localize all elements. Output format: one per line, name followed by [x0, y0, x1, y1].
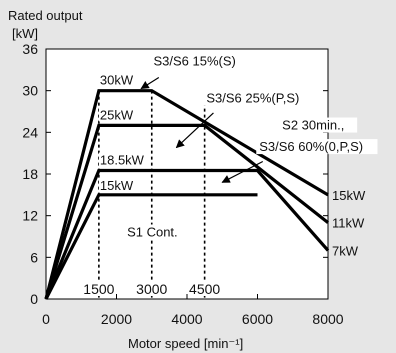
x-tick-label-0: 0 [42, 311, 50, 327]
y-tick-label-4: 24 [22, 124, 38, 140]
series-name-3: 15kW [100, 178, 134, 193]
series-lines: 30kW 15kW 25kW 11kW 18.5kW 7kW 15kW [44, 72, 366, 300]
series-name-1: 25kW [100, 107, 134, 122]
annotation-bg-4 [124, 224, 188, 240]
y-tick-label-2: 12 [22, 208, 38, 224]
series-name-0: 30kW [100, 73, 134, 88]
annotation-arrow-0 [140, 76, 160, 90]
vertical-label-1: 3000 [136, 281, 167, 297]
series-line-3 [44, 193, 258, 300]
y-tick-label-6: 36 [22, 41, 38, 57]
annotation-text-1: S3/S6 25%(P,S) [206, 90, 299, 105]
series-line-0 [44, 89, 329, 300]
annotation-text-4: S1 Cont. [127, 225, 178, 240]
annotation-text-3: S3/S6 60%(0,P,S) [259, 139, 363, 154]
vertical-label-2: 4500 [189, 281, 220, 297]
series-line-2 [44, 168, 330, 300]
y-tick-label-3: 18 [22, 166, 38, 182]
annotation-arrow-3 [221, 160, 264, 183]
x-tick-label-3: 6000 [242, 311, 273, 327]
series-end-label-0: 15kW [332, 188, 366, 203]
vertical-label-bg-1 [133, 281, 170, 296]
axis-ticks: 0 6 12 18 24 30 36 0 2000 4000 6000 8000 [22, 41, 343, 327]
annotation-bg-3 [256, 139, 378, 155]
annotation-bg-2 [279, 117, 358, 133]
vertical-label-0: 1500 [83, 281, 114, 297]
vertical-label-bg-0 [80, 281, 117, 296]
series-end-label-1: 11kW [332, 216, 365, 231]
y-tick-label-1: 6 [30, 249, 38, 265]
plot-area [45, 48, 329, 300]
series-name-bg-3 [98, 177, 133, 192]
annotation-bg-0 [150, 53, 243, 69]
x-tick-label-2: 4000 [171, 311, 202, 327]
series-end-label-2: 7kW [332, 243, 359, 258]
annotation-text-2: S2 30min., [282, 118, 344, 133]
y-tick-label-5: 30 [22, 83, 38, 99]
series-name-bg-0 [98, 72, 133, 87]
annotation-bg-1 [203, 90, 311, 106]
x-tick-label-1: 2000 [101, 311, 132, 327]
series-name-2: 18.5kW [100, 153, 145, 168]
series-name-bg-2 [98, 152, 148, 167]
series-line-1 [44, 123, 329, 300]
annotation-text-0: S3/S6 15%(S) [154, 54, 236, 69]
annotation-arrow-1 [175, 112, 214, 149]
series-name-bg-1 [98, 107, 133, 122]
x-tick-label-4: 8000 [312, 311, 343, 327]
x-axis-label: Motor speed [min⁻¹] [128, 336, 243, 351]
y-tick-label-0: 0 [30, 291, 38, 307]
y-axis-unit: [kW] [12, 26, 38, 41]
vertical-label-bg-2 [186, 281, 223, 296]
annotations: S3/S6 15%(S) S3/S6 25%(P,S) S2 30min., S3/S… [124, 53, 378, 240]
y-axis-label: Rated output [8, 8, 83, 23]
